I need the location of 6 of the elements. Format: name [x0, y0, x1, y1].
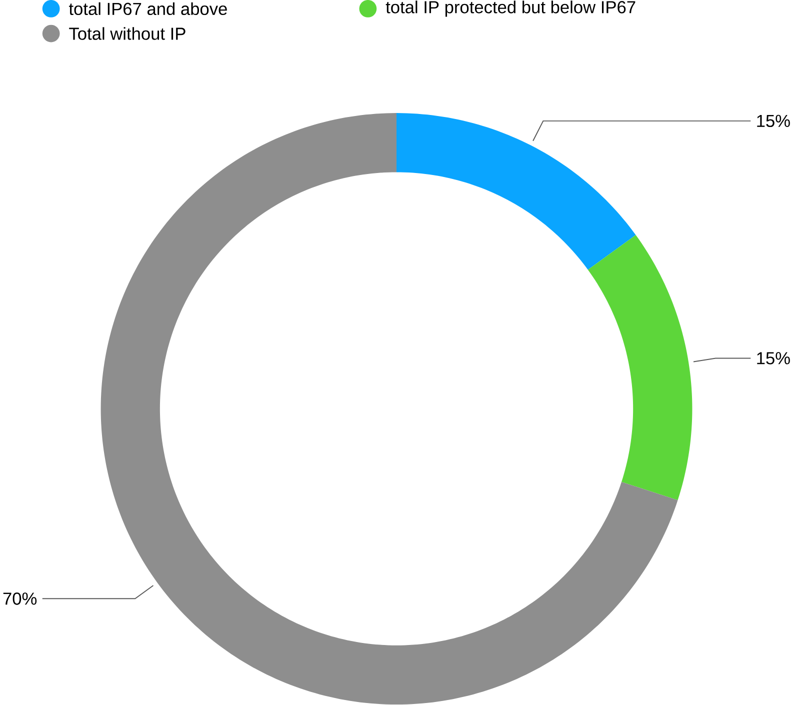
legend-label: Total without IP	[69, 27, 186, 40]
data-label: 15%	[757, 352, 790, 365]
legend-label: total IP protected but below IP67	[386, 0, 636, 17]
data-label: 15%	[757, 115, 790, 128]
legend-label: total IP67 and above	[68, 2, 227, 16]
data-label: 70%	[3, 592, 37, 606]
